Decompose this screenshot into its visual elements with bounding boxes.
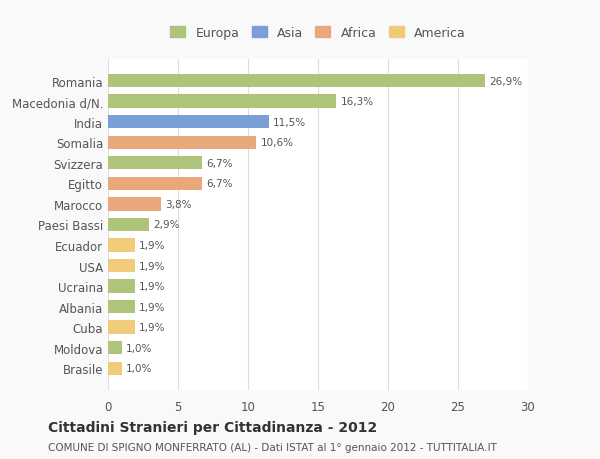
Bar: [108, 239, 134, 252]
Text: 26,9%: 26,9%: [489, 76, 522, 86]
Bar: [108, 280, 134, 293]
Text: 3,8%: 3,8%: [166, 199, 192, 209]
Text: COMUNE DI SPIGNO MONFERRATO (AL) - Dati ISTAT al 1° gennaio 2012 - TUTTITALIA.IT: COMUNE DI SPIGNO MONFERRATO (AL) - Dati …: [48, 442, 497, 452]
Text: 1,0%: 1,0%: [126, 343, 152, 353]
Bar: [108, 75, 485, 88]
Text: 10,6%: 10,6%: [260, 138, 293, 148]
Bar: [108, 177, 202, 190]
Bar: [108, 300, 134, 313]
Text: 1,9%: 1,9%: [139, 323, 165, 332]
Text: 6,7%: 6,7%: [206, 158, 232, 168]
Text: 1,9%: 1,9%: [139, 302, 165, 312]
Text: 1,9%: 1,9%: [139, 281, 165, 291]
Bar: [108, 116, 269, 129]
Text: 1,0%: 1,0%: [126, 364, 152, 374]
Legend: Europa, Asia, Africa, America: Europa, Asia, Africa, America: [167, 23, 469, 44]
Text: 16,3%: 16,3%: [340, 97, 374, 107]
Bar: [108, 95, 336, 108]
Text: Cittadini Stranieri per Cittadinanza - 2012: Cittadini Stranieri per Cittadinanza - 2…: [48, 420, 377, 435]
Bar: [108, 198, 161, 211]
Text: 11,5%: 11,5%: [273, 118, 307, 127]
Text: 1,9%: 1,9%: [139, 261, 165, 271]
Bar: [108, 259, 134, 273]
Bar: [108, 341, 122, 355]
Bar: [108, 362, 122, 375]
Bar: [108, 321, 134, 334]
Bar: [108, 136, 256, 150]
Text: 6,7%: 6,7%: [206, 179, 232, 189]
Bar: [108, 218, 149, 232]
Text: 1,9%: 1,9%: [139, 241, 165, 251]
Bar: [108, 157, 202, 170]
Text: 2,9%: 2,9%: [153, 220, 179, 230]
